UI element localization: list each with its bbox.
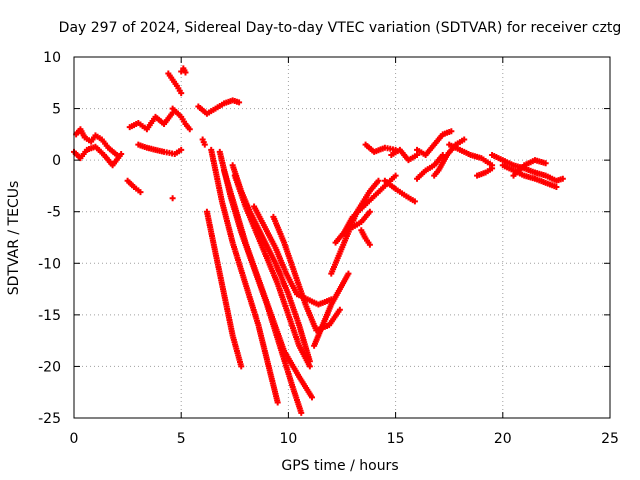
series-arc-27 [381, 177, 418, 205]
x-tick-label: 0 [70, 431, 79, 447]
data-point [489, 165, 496, 172]
grid-lines [74, 57, 610, 418]
y-axis-label: SDTVAR / TECUs [6, 181, 22, 296]
y-tick-label: -20 [38, 359, 61, 375]
series-arc-1 [73, 126, 120, 158]
y-tick-label: -25 [38, 411, 61, 427]
plot-frame [73, 56, 611, 419]
data-point [375, 177, 382, 184]
series-arc-10 [199, 136, 208, 148]
data-point [137, 189, 144, 196]
data-point [118, 150, 125, 157]
x-axis-label: GPS time / hours [281, 458, 398, 474]
x-tick-label: 10 [279, 431, 297, 447]
series-arc-28 [414, 128, 455, 158]
x-tick-label: 25 [601, 431, 619, 447]
data-point [236, 99, 243, 106]
series-arc-11 [169, 195, 176, 202]
series-arc-3 [124, 177, 144, 196]
x-tick-label: 5 [177, 431, 186, 447]
series-arc-6 [165, 70, 185, 97]
data-point [336, 306, 343, 313]
data-point [169, 195, 176, 202]
data-point [238, 363, 245, 370]
data-point [559, 175, 566, 182]
data-point [201, 141, 208, 148]
data-point [178, 68, 185, 75]
data-point [182, 69, 189, 76]
data-point [414, 151, 421, 158]
series-arc-15 [221, 167, 315, 401]
y-axis: -25 -20 -15 -10 -5 0 5 10 [38, 50, 610, 427]
data-point [274, 399, 281, 406]
series-arc-29 [414, 151, 446, 182]
series-arc-12 [203, 208, 245, 370]
series-arc-26 [388, 146, 421, 164]
series-arc-9 [195, 97, 243, 117]
data-points [71, 65, 566, 416]
data-point [366, 208, 373, 215]
series-arc-8 [169, 105, 193, 133]
data-point [178, 146, 185, 153]
series-arc-32 [474, 165, 496, 179]
data-point [366, 241, 373, 248]
data-point [308, 394, 315, 401]
data-point [448, 128, 455, 135]
series-arc-33 [489, 151, 566, 184]
y-tick-label: 5 [52, 102, 61, 118]
data-point [411, 198, 418, 205]
data-point [178, 90, 185, 97]
x-tick-label: 20 [494, 431, 512, 447]
data-point [186, 126, 193, 133]
series-arc-31 [446, 141, 496, 169]
y-tick-label: -5 [47, 205, 61, 221]
series-arc-13 [208, 146, 281, 406]
series-arc-24 [358, 227, 373, 248]
data-point [392, 172, 399, 179]
data-point [306, 363, 313, 370]
data-point [306, 358, 313, 365]
data-point [542, 160, 549, 167]
x-tick-label: 15 [387, 431, 405, 447]
series-arc-7 [178, 65, 189, 76]
y-tick-label: 10 [43, 50, 61, 66]
data-point [298, 409, 305, 416]
series-arc-18 [251, 203, 335, 308]
series-arc-4 [126, 109, 176, 133]
y-tick-label: -10 [38, 256, 61, 272]
series-arc-17 [229, 162, 313, 365]
series-arc-19 [270, 213, 343, 334]
data-point [461, 136, 468, 143]
y-tick-label: -15 [38, 308, 61, 324]
series-arc-5 [135, 141, 185, 157]
y-tick-label: 0 [52, 153, 61, 169]
data-point [553, 183, 560, 190]
series-arc-20 [311, 270, 352, 349]
chart-title: Day 297 of 2024, Sidereal Day-to-day VTE… [59, 20, 622, 36]
series-arc-23 [349, 208, 373, 231]
x-axis: 0 5 10 15 20 25 [70, 57, 619, 447]
series-arc-35 [510, 157, 549, 179]
data-point [345, 270, 352, 277]
